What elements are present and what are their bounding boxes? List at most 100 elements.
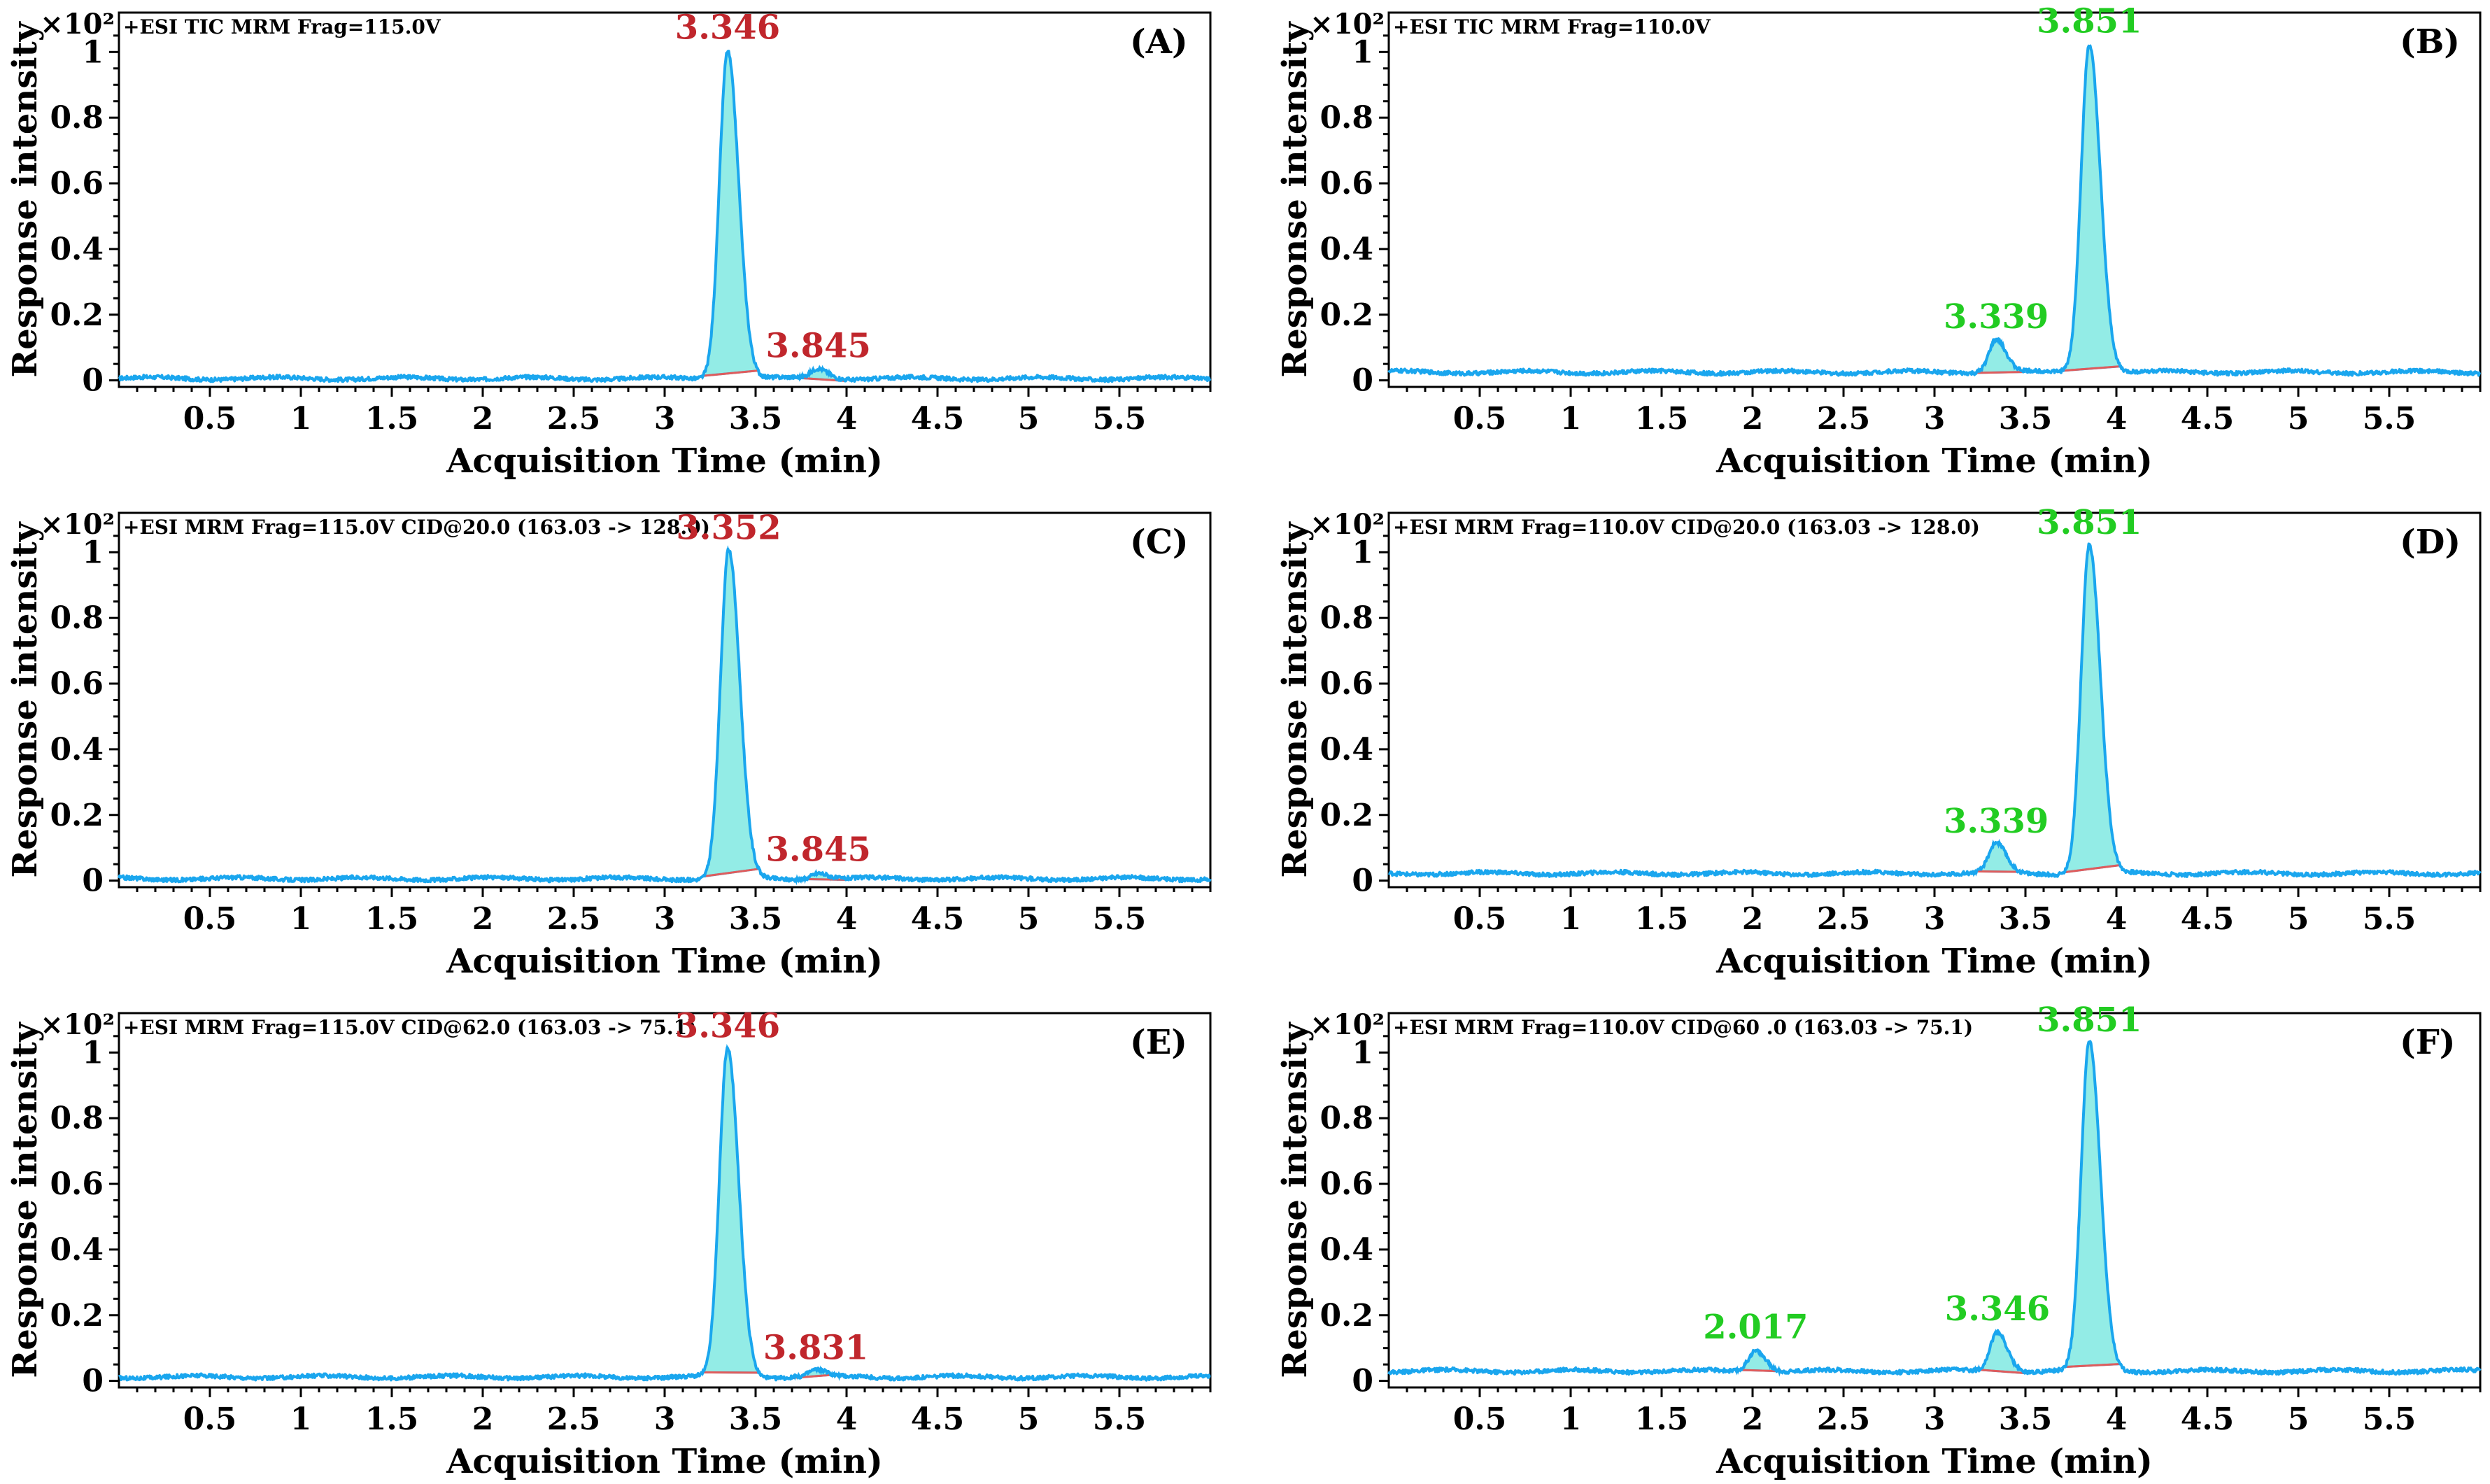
x-tick-label: 1 [1560,401,1582,437]
y-tick-label: 0.8 [50,600,104,636]
y-tick-label: 0.2 [1320,297,1373,333]
x-tick-label: 1.5 [1635,901,1689,937]
peak-label: 3.851 [2037,1001,2142,1040]
peak-label: 3.339 [1944,297,2049,337]
y-tick-label: 0.2 [1320,798,1373,833]
peak-label: 3.845 [766,327,871,366]
y-tick-label: 0.6 [1320,666,1373,702]
x-tick-label: 1.5 [365,901,419,937]
x-tick-label: 4.5 [2181,1401,2235,1437]
y-tick-label: 0 [1352,863,1373,899]
x-tick-label: 4 [2106,401,2128,437]
y-scale-label: ×10² [40,8,115,41]
y-scale-label: ×10² [1310,8,1385,41]
y-tick-label: 0.4 [50,1232,104,1268]
peak-baseline [702,868,760,878]
x-tick-label: 4 [836,1401,858,1437]
x-tick-label: 5.5 [1093,401,1147,437]
panel-label: (F) [2400,1023,2456,1062]
peak-baseline [2063,365,2121,372]
panel-label: (A) [1130,22,1188,62]
x-tick-label: 5.5 [2363,401,2417,437]
peak-baseline [701,369,759,377]
y-tick-label: 0.2 [50,1298,104,1334]
trace-header: +ESI TIC MRM Frag=115.0V [123,15,441,38]
trace-header: +ESI MRM Frag=115.0V CID@20.0 (163.03 ->… [123,516,710,539]
y-scale-label: ×10² [40,508,115,541]
chart-panel: +ESI MRM Frag=110.0V CID@60 .0 (163.03 -… [1275,1001,2482,1481]
x-tick-label: 4 [836,401,858,437]
x-axis-title: Acquisition Time (min) [1716,1442,2153,1481]
peak-baseline [2063,864,2121,874]
chart-panel: +ESI MRM Frag=110.0V CID@20.0 (163.03 ->… [1275,503,2482,981]
peak-baseline [2063,1363,2121,1369]
x-tick-label: 4.5 [2181,901,2235,937]
x-tick-label: 2.5 [1817,1401,1871,1437]
y-tick-label: 0.8 [1320,1101,1373,1136]
plot-frame [1387,1012,2482,1389]
peak-label: 3.851 [2037,503,2142,542]
x-tick-label: 3.5 [729,1401,783,1437]
plot-frame [118,511,1212,889]
trace-header: +ESI TIC MRM Frag=110.0V [1393,15,1711,38]
y-tick-label: 0.4 [1320,732,1373,768]
y-tick-label: 0.6 [1320,1166,1373,1202]
peak-label: 3.831 [763,1329,868,1368]
y-tick-label: 0.2 [1320,1298,1373,1334]
x-tick-label: 3 [654,901,676,937]
x-tick-label: 0.5 [1453,401,1507,437]
trace-header: +ESI MRM Frag=110.0V CID@20.0 (163.03 ->… [1393,516,1980,539]
x-tick-label: 5.5 [1093,901,1147,937]
y-tick-label: 0.2 [50,798,104,833]
plot-frame [118,11,1212,388]
x-tick-label: 1 [290,1401,312,1437]
x-tick-label: 2 [472,401,494,437]
x-tick-label: 1 [1560,1401,1582,1437]
y-tick-label: 0.4 [50,732,104,768]
peak-label: 3.339 [1944,802,2049,841]
x-tick-label: 5 [2288,1401,2309,1437]
x-tick-label: 5 [2288,401,2309,437]
y-tick-label: 1 [82,34,104,70]
x-tick-label: 2.5 [1817,901,1871,937]
peak-label: 3.346 [675,1007,780,1046]
x-axis-title: Acquisition Time (min) [1716,441,2153,481]
y-axis-title: Response intensity [1275,20,1315,377]
x-axis-title: Acquisition Time (min) [446,1442,883,1481]
panel-label: (D) [2400,523,2461,562]
x-tick-label: 0.5 [183,901,237,937]
x-tick-label: 4.5 [911,901,965,937]
chart-panel: +ESI TIC MRM Frag=115.0V (A) ×10² 0 0.2 0.4 0.… [6,8,1212,481]
x-tick-label: 3.5 [1999,1401,2053,1437]
x-tick-label: 4.5 [2181,401,2235,437]
y-tick-label: 1 [1352,34,1373,70]
trace-header: +ESI MRM Frag=110.0V CID@60 .0 (163.03 -… [1393,1016,1973,1039]
x-tick-label: 2 [472,1401,494,1437]
plot-frame [118,1012,1212,1389]
x-axis-title: Acquisition Time (min) [1716,942,2153,981]
x-tick-label: 1.5 [365,1401,419,1437]
y-tick-label: 0 [82,863,104,899]
y-tick-label: 0.8 [50,100,104,136]
x-tick-label: 0.5 [1453,901,1507,937]
y-axis-title: Response intensity [6,1021,45,1378]
x-tick-label: 0.5 [183,401,237,437]
peak-baseline [1973,870,2023,873]
x-tick-label: 1.5 [1635,401,1689,437]
x-tick-label: 3 [654,1401,676,1437]
chromatogram-trace [1387,1040,2482,1376]
x-tick-label: 2 [1742,901,1764,937]
x-tick-label: 2.5 [547,901,601,937]
x-tick-label: 3 [1924,401,1946,437]
x-tick-label: 5.5 [1093,1401,1147,1437]
chart-panel: +ESI MRM Frag=115.0V CID@62.0 (163.03 ->… [6,1007,1212,1481]
x-tick-label: 5.5 [2363,1401,2417,1437]
chart-panel: +ESI MRM Frag=115.0V CID@20.0 (163.03 ->… [6,508,1212,981]
x-tick-label: 2 [1742,1401,1764,1437]
plot-frame [1387,511,2482,889]
peak-label: 3.352 [676,509,781,548]
y-scale-label: ×10² [1310,508,1385,541]
panel-label: (B) [2400,22,2460,62]
plot-frame [1387,11,2482,388]
y-axis-title: Response intensity [1275,1021,1315,1378]
